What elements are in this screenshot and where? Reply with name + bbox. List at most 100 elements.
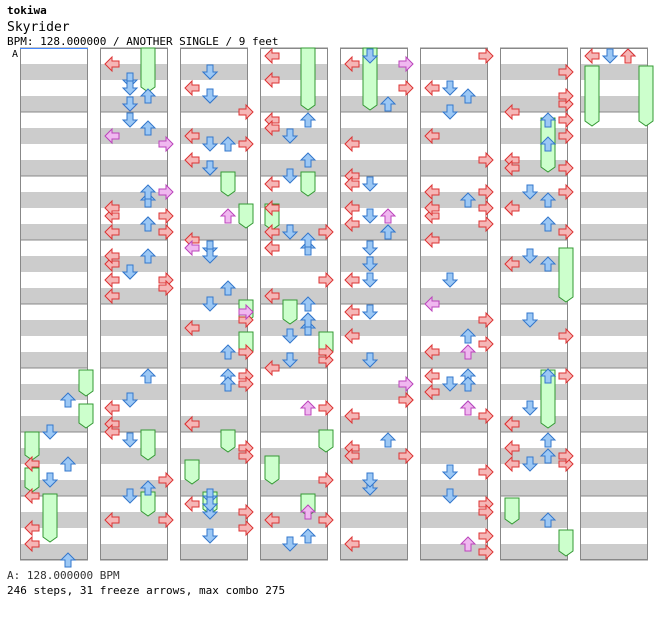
- step-arrow-down: [361, 272, 379, 288]
- freeze-arrow: [24, 467, 40, 493]
- beat-stripe: [420, 128, 488, 144]
- step-arrow-left: [264, 511, 280, 529]
- beat-stripe: [420, 64, 488, 80]
- step-arrow-up: [139, 368, 157, 384]
- step-arrow-down: [281, 328, 299, 344]
- step-arrow-up: [299, 312, 317, 328]
- step-arrow-left: [344, 175, 360, 193]
- step-arrow-left: [264, 223, 280, 241]
- step-arrow-up: [379, 432, 397, 448]
- step-arrow-up: [379, 96, 397, 112]
- step-arrow-up: [219, 208, 237, 224]
- step-arrow-down: [41, 472, 59, 488]
- beat-stripe: [180, 544, 248, 560]
- step-arrow-right: [158, 223, 174, 241]
- freeze-arrow: [264, 455, 280, 485]
- step-arrow-up: [459, 536, 477, 552]
- freeze-arrow: [282, 299, 298, 325]
- step-arrow-right: [238, 375, 254, 393]
- step-arrow-up: [139, 120, 157, 136]
- freeze-arrow: [584, 65, 600, 127]
- step-arrow-down: [121, 80, 139, 96]
- beat-stripe: [260, 320, 328, 336]
- step-arrow-left: [104, 247, 120, 265]
- beat-stripe: [500, 320, 568, 336]
- step-arrow-down: [121, 264, 139, 280]
- step-arrow-left: [104, 127, 120, 145]
- beat-stripe: [420, 160, 488, 176]
- step-arrow-up: [59, 456, 77, 472]
- beat-stripe: [500, 288, 568, 304]
- beat-stripe: [180, 416, 248, 432]
- step-arrow-left: [104, 223, 120, 241]
- lane-border: [500, 48, 568, 560]
- step-arrow-down: [201, 88, 219, 104]
- beat-stripe: [260, 96, 328, 112]
- beat-stripe: [20, 224, 88, 240]
- step-arrow-left: [504, 455, 520, 473]
- step-arrow-up: [379, 208, 397, 224]
- step-arrow-down: [121, 96, 139, 112]
- freeze-arrow: [140, 47, 156, 93]
- beat-stripe: [420, 480, 488, 496]
- step-arrow-right: [478, 503, 494, 521]
- beat-stripe: [100, 288, 168, 304]
- step-arrow-right: [558, 223, 574, 241]
- step-arrow-down: [201, 160, 219, 176]
- beat-stripe: [180, 352, 248, 368]
- step-arrow-up: [459, 328, 477, 344]
- step-arrow-down: [521, 248, 539, 264]
- step-arrow-right: [158, 207, 174, 225]
- beat-stripe: [580, 512, 648, 528]
- beat-stripe: [20, 160, 88, 176]
- step-arrow-left: [424, 295, 440, 313]
- beat-stripe: [500, 96, 568, 112]
- step-arrow-up: [539, 448, 557, 464]
- step-arrow-up: [459, 400, 477, 416]
- beat-stripe: [580, 320, 648, 336]
- beat-stripe: [100, 448, 168, 464]
- step-arrow-up: [539, 256, 557, 272]
- step-arrow-up: [539, 216, 557, 232]
- step-arrow-down: [601, 48, 619, 64]
- step-arrow-left: [504, 159, 520, 177]
- step-arrow-down: [281, 128, 299, 144]
- step-arrow-down: [441, 376, 459, 392]
- step-arrow-left: [264, 359, 280, 377]
- beat-stripe: [580, 480, 648, 496]
- step-arrow-up: [459, 88, 477, 104]
- step-arrow-up: [539, 136, 557, 152]
- step-arrow-right: [158, 279, 174, 297]
- beat-stripe: [340, 384, 408, 400]
- step-arrow-down: [361, 48, 379, 64]
- step-arrow-down: [121, 432, 139, 448]
- beat-stripe: [260, 416, 328, 432]
- step-arrow-left: [264, 175, 280, 193]
- step-arrow-right: [478, 151, 494, 169]
- step-arrow-left: [184, 151, 200, 169]
- freeze-arrow: [220, 171, 236, 197]
- step-arrow-up: [299, 504, 317, 520]
- beat-stripe: [100, 352, 168, 368]
- beat-stripe: [340, 288, 408, 304]
- freeze-arrow: [238, 203, 254, 229]
- step-arrow-left: [344, 535, 360, 553]
- beat-stripe: [260, 544, 328, 560]
- step-arrow-right: [558, 127, 574, 145]
- step-arrow-up: [539, 512, 557, 528]
- step-arrow-down: [121, 112, 139, 128]
- freeze-arrow: [220, 429, 236, 453]
- beat-stripe: [20, 320, 88, 336]
- freeze-arrow: [184, 459, 200, 485]
- step-arrow-down: [201, 248, 219, 264]
- beat-stripe: [580, 416, 648, 432]
- step-arrow-down: [441, 488, 459, 504]
- step-arrow-left: [344, 407, 360, 425]
- beat-stripe: [580, 224, 648, 240]
- beat-stripe: [100, 544, 168, 560]
- step-arrow-down: [281, 352, 299, 368]
- step-arrow-right: [558, 447, 574, 465]
- step-arrow-up: [459, 344, 477, 360]
- step-arrow-down: [441, 80, 459, 96]
- beat-stripe: [340, 160, 408, 176]
